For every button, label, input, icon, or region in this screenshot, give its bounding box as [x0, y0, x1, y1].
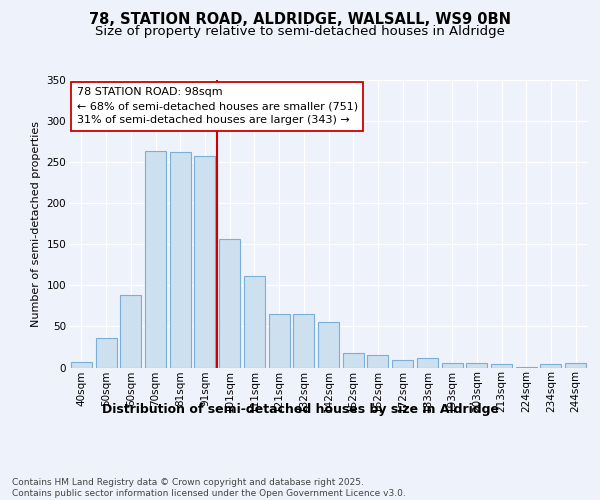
Bar [392, 360, 413, 368]
Bar [145, 152, 166, 368]
Bar [244, 276, 265, 368]
Bar [491, 364, 512, 368]
Bar [194, 156, 215, 368]
Bar [417, 358, 438, 368]
Bar [466, 362, 487, 368]
Bar [269, 314, 290, 368]
Bar [95, 338, 116, 368]
Bar [516, 366, 537, 368]
Bar [343, 352, 364, 368]
Bar [120, 295, 141, 368]
Bar [565, 364, 586, 368]
Text: 78, STATION ROAD, ALDRIDGE, WALSALL, WS9 0BN: 78, STATION ROAD, ALDRIDGE, WALSALL, WS9… [89, 12, 511, 28]
Y-axis label: Number of semi-detached properties: Number of semi-detached properties [31, 120, 41, 327]
Bar [318, 322, 339, 368]
Bar [293, 314, 314, 368]
Text: Size of property relative to semi-detached houses in Aldridge: Size of property relative to semi-detach… [95, 25, 505, 38]
Bar [71, 362, 92, 368]
Bar [367, 355, 388, 368]
Text: 78 STATION ROAD: 98sqm
← 68% of semi-detached houses are smaller (751)
31% of se: 78 STATION ROAD: 98sqm ← 68% of semi-det… [77, 87, 358, 125]
Bar [219, 238, 240, 368]
Bar [442, 364, 463, 368]
Bar [170, 152, 191, 368]
Text: Contains HM Land Registry data © Crown copyright and database right 2025.
Contai: Contains HM Land Registry data © Crown c… [12, 478, 406, 498]
Bar [541, 364, 562, 368]
Text: Distribution of semi-detached houses by size in Aldridge: Distribution of semi-detached houses by … [101, 402, 499, 415]
